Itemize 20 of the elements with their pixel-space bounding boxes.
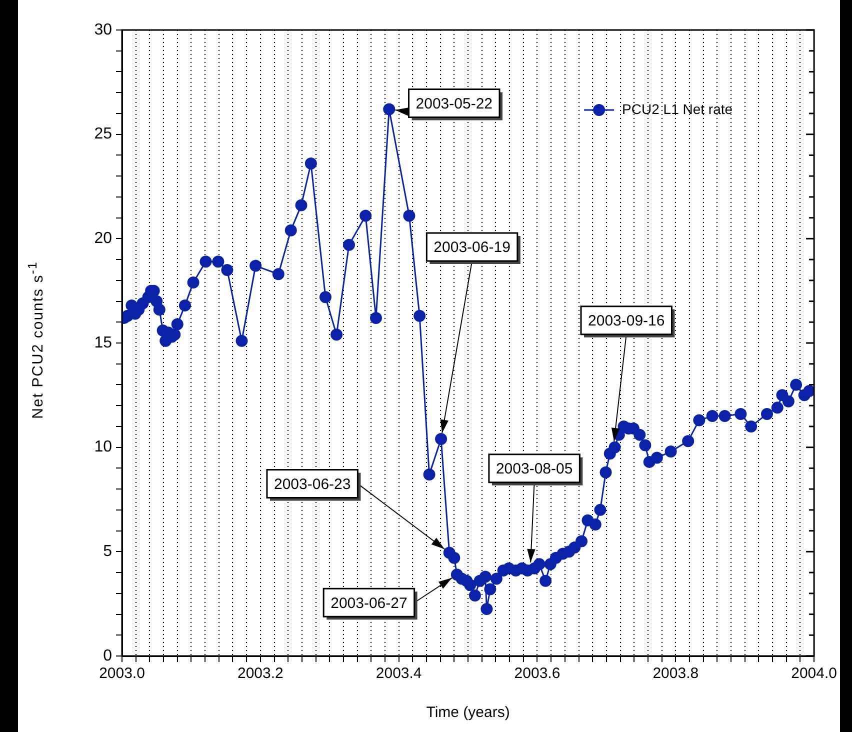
x-tick-label: 2004.0 <box>791 665 838 682</box>
annotation: 2003-06-23 <box>274 476 351 493</box>
y-tick-label: 25 <box>94 126 112 143</box>
annotation: 2003-08-05 <box>496 460 573 478</box>
y-tick-label: 10 <box>94 438 112 456</box>
annotation: 2003-06-19 <box>434 239 510 256</box>
x-tick-label: 2003.0 <box>99 665 145 682</box>
annotation: 2003-05-22 <box>416 95 493 112</box>
x-tick-label: 2003.2 <box>237 665 284 682</box>
x-tick-label: 2003.8 <box>652 665 699 682</box>
annotation: 2003-09-16 <box>588 312 665 330</box>
y-tick-label: 20 <box>94 230 112 248</box>
y-tick-label: 30 <box>94 21 112 38</box>
annotation: 2003-06-27 <box>330 594 408 612</box>
x-tick-label: 2003.4 <box>376 665 422 682</box>
y-tick-label: 0 <box>103 647 112 664</box>
y-tick-label: 5 <box>103 543 112 560</box>
y-tick-label: 15 <box>94 334 112 352</box>
x-tick-label: 2003.6 <box>514 665 560 682</box>
x-axis-title: Time (years) <box>426 704 510 722</box>
